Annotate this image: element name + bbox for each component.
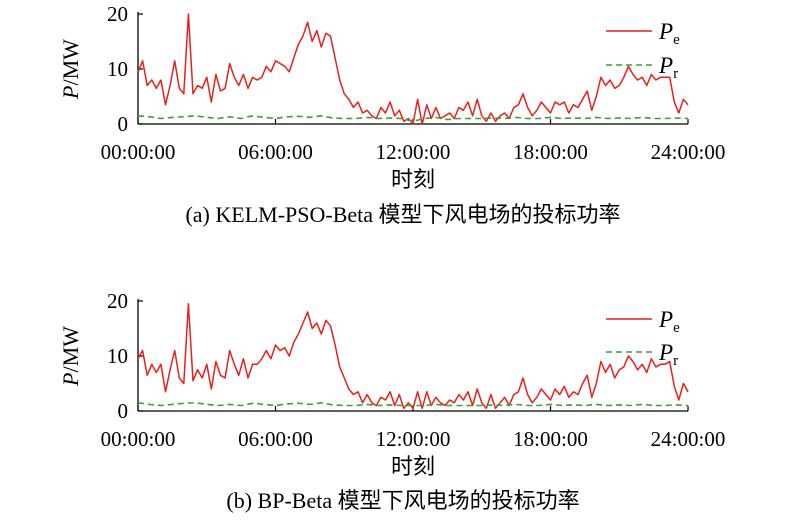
- y-axis-title-unit: /MW: [58, 326, 83, 373]
- chart-caption: (b) BP-Beta 模型下风电场的投标功率: [226, 488, 579, 513]
- x-tick-label: 00:00:00: [101, 427, 176, 451]
- legend-label-pr: Pr: [658, 340, 678, 369]
- x-tick-label: 18:00:00: [513, 140, 588, 164]
- series-line-pe: [137, 303, 689, 410]
- y-axis-title-unit: /MW: [58, 39, 83, 86]
- x-tick-label: 24:00:00: [651, 140, 726, 164]
- series-line-pr: [137, 115, 689, 123]
- x-axis-title: 时刻: [391, 454, 435, 479]
- y-tick-label: 20: [107, 2, 128, 26]
- chart-caption: (a) KELM-PSO-Beta 模型下风电场的投标功率: [185, 202, 620, 227]
- x-tick-label: 24:00:00: [651, 427, 726, 451]
- x-tick-label: 06:00:00: [238, 427, 313, 451]
- chart-panel-b: 0 10 20 00:00:00 06:00:00 12:00:00 18:00:00 24:…: [58, 289, 725, 513]
- x-tick-label: 18:00:00: [513, 427, 588, 451]
- x-tick-label: 12:00:00: [376, 140, 451, 164]
- legend-label-pe: Pe: [658, 19, 680, 48]
- x-tick-label: 00:00:00: [101, 140, 176, 164]
- x-axis-title: 时刻: [391, 167, 435, 192]
- y-axis-title: P/MW: [58, 39, 83, 100]
- x-tick-label: 06:00:00: [238, 140, 313, 164]
- y-tick-label: 20: [107, 289, 128, 313]
- y-tick-label: 10: [107, 344, 128, 368]
- legend-label-pr: Pr: [658, 53, 678, 82]
- y-tick-label: 10: [107, 57, 128, 81]
- y-axis-title-symbol: P: [58, 86, 83, 100]
- y-tick-label: 0: [118, 399, 129, 423]
- y-tick-label: 0: [118, 112, 129, 136]
- y-axis-title: P/MW: [58, 326, 83, 387]
- y-axis-title-symbol: P: [58, 373, 83, 387]
- x-tick-label: 12:00:00: [376, 427, 451, 451]
- series-line-pr: [137, 401, 689, 407]
- series-line-pe: [137, 13, 689, 125]
- legend-label-pe: Pe: [658, 307, 680, 336]
- chart-panel-a: 0 10 20 00:00:00 06:00:00 12:00:00 18:00:00 24:…: [58, 2, 725, 227]
